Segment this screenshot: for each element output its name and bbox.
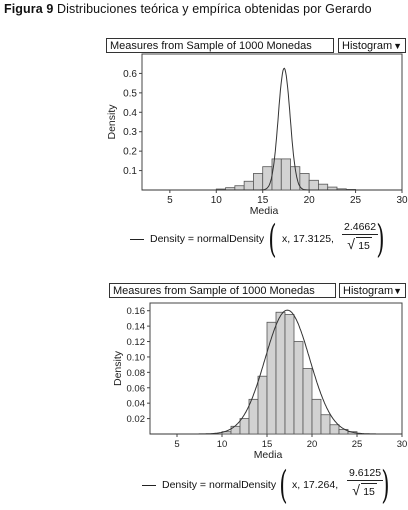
y-tick-label: 0.3 <box>123 127 137 138</box>
histogram-chart-2: 5 10 15 20 25 30 0.02 0.04 0.06 0.08 0.10 0.12 0.14 0… <box>112 302 408 461</box>
sqrt-radicand: 15 <box>352 482 377 500</box>
x-tick-label: 20 <box>307 439 318 450</box>
y-tick-label: 0.04 <box>127 399 146 410</box>
x-tick-label: 5 <box>174 439 179 450</box>
formula-lhs: Density = normalDensity <box>162 479 277 491</box>
histogram-bar <box>293 341 304 435</box>
y-tick-label: 0.08 <box>127 368 146 379</box>
x-tick-label: 30 <box>396 195 408 206</box>
x-axis-label: Media <box>250 205 279 217</box>
curve-legend-line <box>142 485 156 486</box>
histogram-bar <box>243 180 254 191</box>
x-tick-label: 10 <box>217 439 228 450</box>
paren-right: ) <box>381 463 390 507</box>
histogram-chart-1: 5 10 15 20 25 30 0.1 0.2 0.3 0.4 0.5 0.6 Media Densit… <box>106 53 408 217</box>
plot-type-select-2[interactable]: Histogram ▼ <box>339 283 406 298</box>
formula-fraction: 2.4662 15 <box>342 220 379 254</box>
histogram-bar <box>318 183 329 191</box>
x-tick-label: 15 <box>257 195 269 206</box>
density-formula-1: Density = normalDensity ( x, 17.3125, 2.… <box>130 217 390 264</box>
formula-args: x, 17.264, <box>292 479 339 491</box>
x-tick-label: 20 <box>304 195 316 206</box>
histogram-bar <box>234 185 245 191</box>
y-tick-label: 0.14 <box>127 322 146 333</box>
histogram-bar <box>280 158 291 191</box>
formula-lhs: Density = normalDensity <box>150 233 265 245</box>
histogram-bar <box>239 418 250 435</box>
sample-caption-1: Measures from Sample of 1000 Monedas <box>106 38 334 53</box>
histogram-bar <box>253 173 264 191</box>
formula-fraction: 9.6125 15 <box>347 466 384 500</box>
paren-right: ) <box>376 217 385 261</box>
y-tick-label: 0.06 <box>127 383 146 394</box>
density-formula-2: Density = normalDensity ( x, 17.264, 9.6… <box>142 463 392 510</box>
x-tick-label: 30 <box>397 439 408 450</box>
plot-type-select-1[interactable]: Histogram ▼ <box>338 38 406 53</box>
plot-type-value-2: Histogram <box>343 285 394 297</box>
x-tick-label: 10 <box>211 195 223 206</box>
y-tick-label: 0.2 <box>123 147 137 158</box>
histogram-bar <box>329 424 340 435</box>
y-tick-label: 0.1 <box>123 166 137 177</box>
figure-title: Figura 9 Distribuciones teórica y empíri… <box>4 2 372 16</box>
histogram-bar <box>262 166 273 191</box>
chevron-down-icon: ▼ <box>393 41 402 51</box>
sqrt-radicand: 15 <box>347 236 372 254</box>
y-tick-label: 0.16 <box>127 306 146 317</box>
x-tick-label: 5 <box>167 195 173 206</box>
formula-denominator: 15 <box>347 481 383 500</box>
y-tick-label: 0.02 <box>127 414 146 425</box>
y-tick-label: 0.10 <box>127 352 146 363</box>
histogram-bar <box>257 375 268 435</box>
y-tick-label: 0.4 <box>123 108 137 119</box>
paren-left: ( <box>268 217 277 261</box>
x-axis-label: Media <box>254 449 283 461</box>
histogram-bar <box>284 314 295 435</box>
figure-text: Distribuciones teórica y empírica obteni… <box>57 2 372 16</box>
formula-args: x, 17.3125, <box>282 233 334 245</box>
histogram-bar <box>248 398 259 435</box>
x-tick-label: 25 <box>350 195 362 206</box>
curve-legend-line <box>130 239 144 240</box>
x-tick-label: 25 <box>352 439 363 450</box>
figure-label: Figura 9 <box>4 2 54 16</box>
histogram-bar <box>320 414 331 435</box>
histogram-bar <box>275 311 286 435</box>
histogram-bar <box>311 398 322 435</box>
formula-numerator: 2.4662 <box>342 221 379 235</box>
y-tick-label: 0.5 <box>123 88 137 99</box>
chevron-down-icon: ▼ <box>393 286 402 296</box>
histogram-bar <box>302 368 313 435</box>
y-tick-label: 0.12 <box>127 337 146 348</box>
formula-denominator: 15 <box>342 235 378 254</box>
histogram-bar <box>308 179 319 191</box>
formula-numerator: 9.6125 <box>347 467 384 481</box>
plot-type-value-1: Histogram <box>342 40 393 52</box>
paren-left: ( <box>279 463 288 507</box>
y-axis-label: Density <box>106 104 118 140</box>
y-axis-label: Density <box>112 350 124 386</box>
sample-caption-2: Measures from Sample of 1000 Monedas <box>109 283 336 298</box>
normal-curve <box>150 309 402 435</box>
normal-curve <box>142 67 402 191</box>
y-tick-label: 0.6 <box>123 69 137 80</box>
x-tick-label: 15 <box>262 439 273 450</box>
